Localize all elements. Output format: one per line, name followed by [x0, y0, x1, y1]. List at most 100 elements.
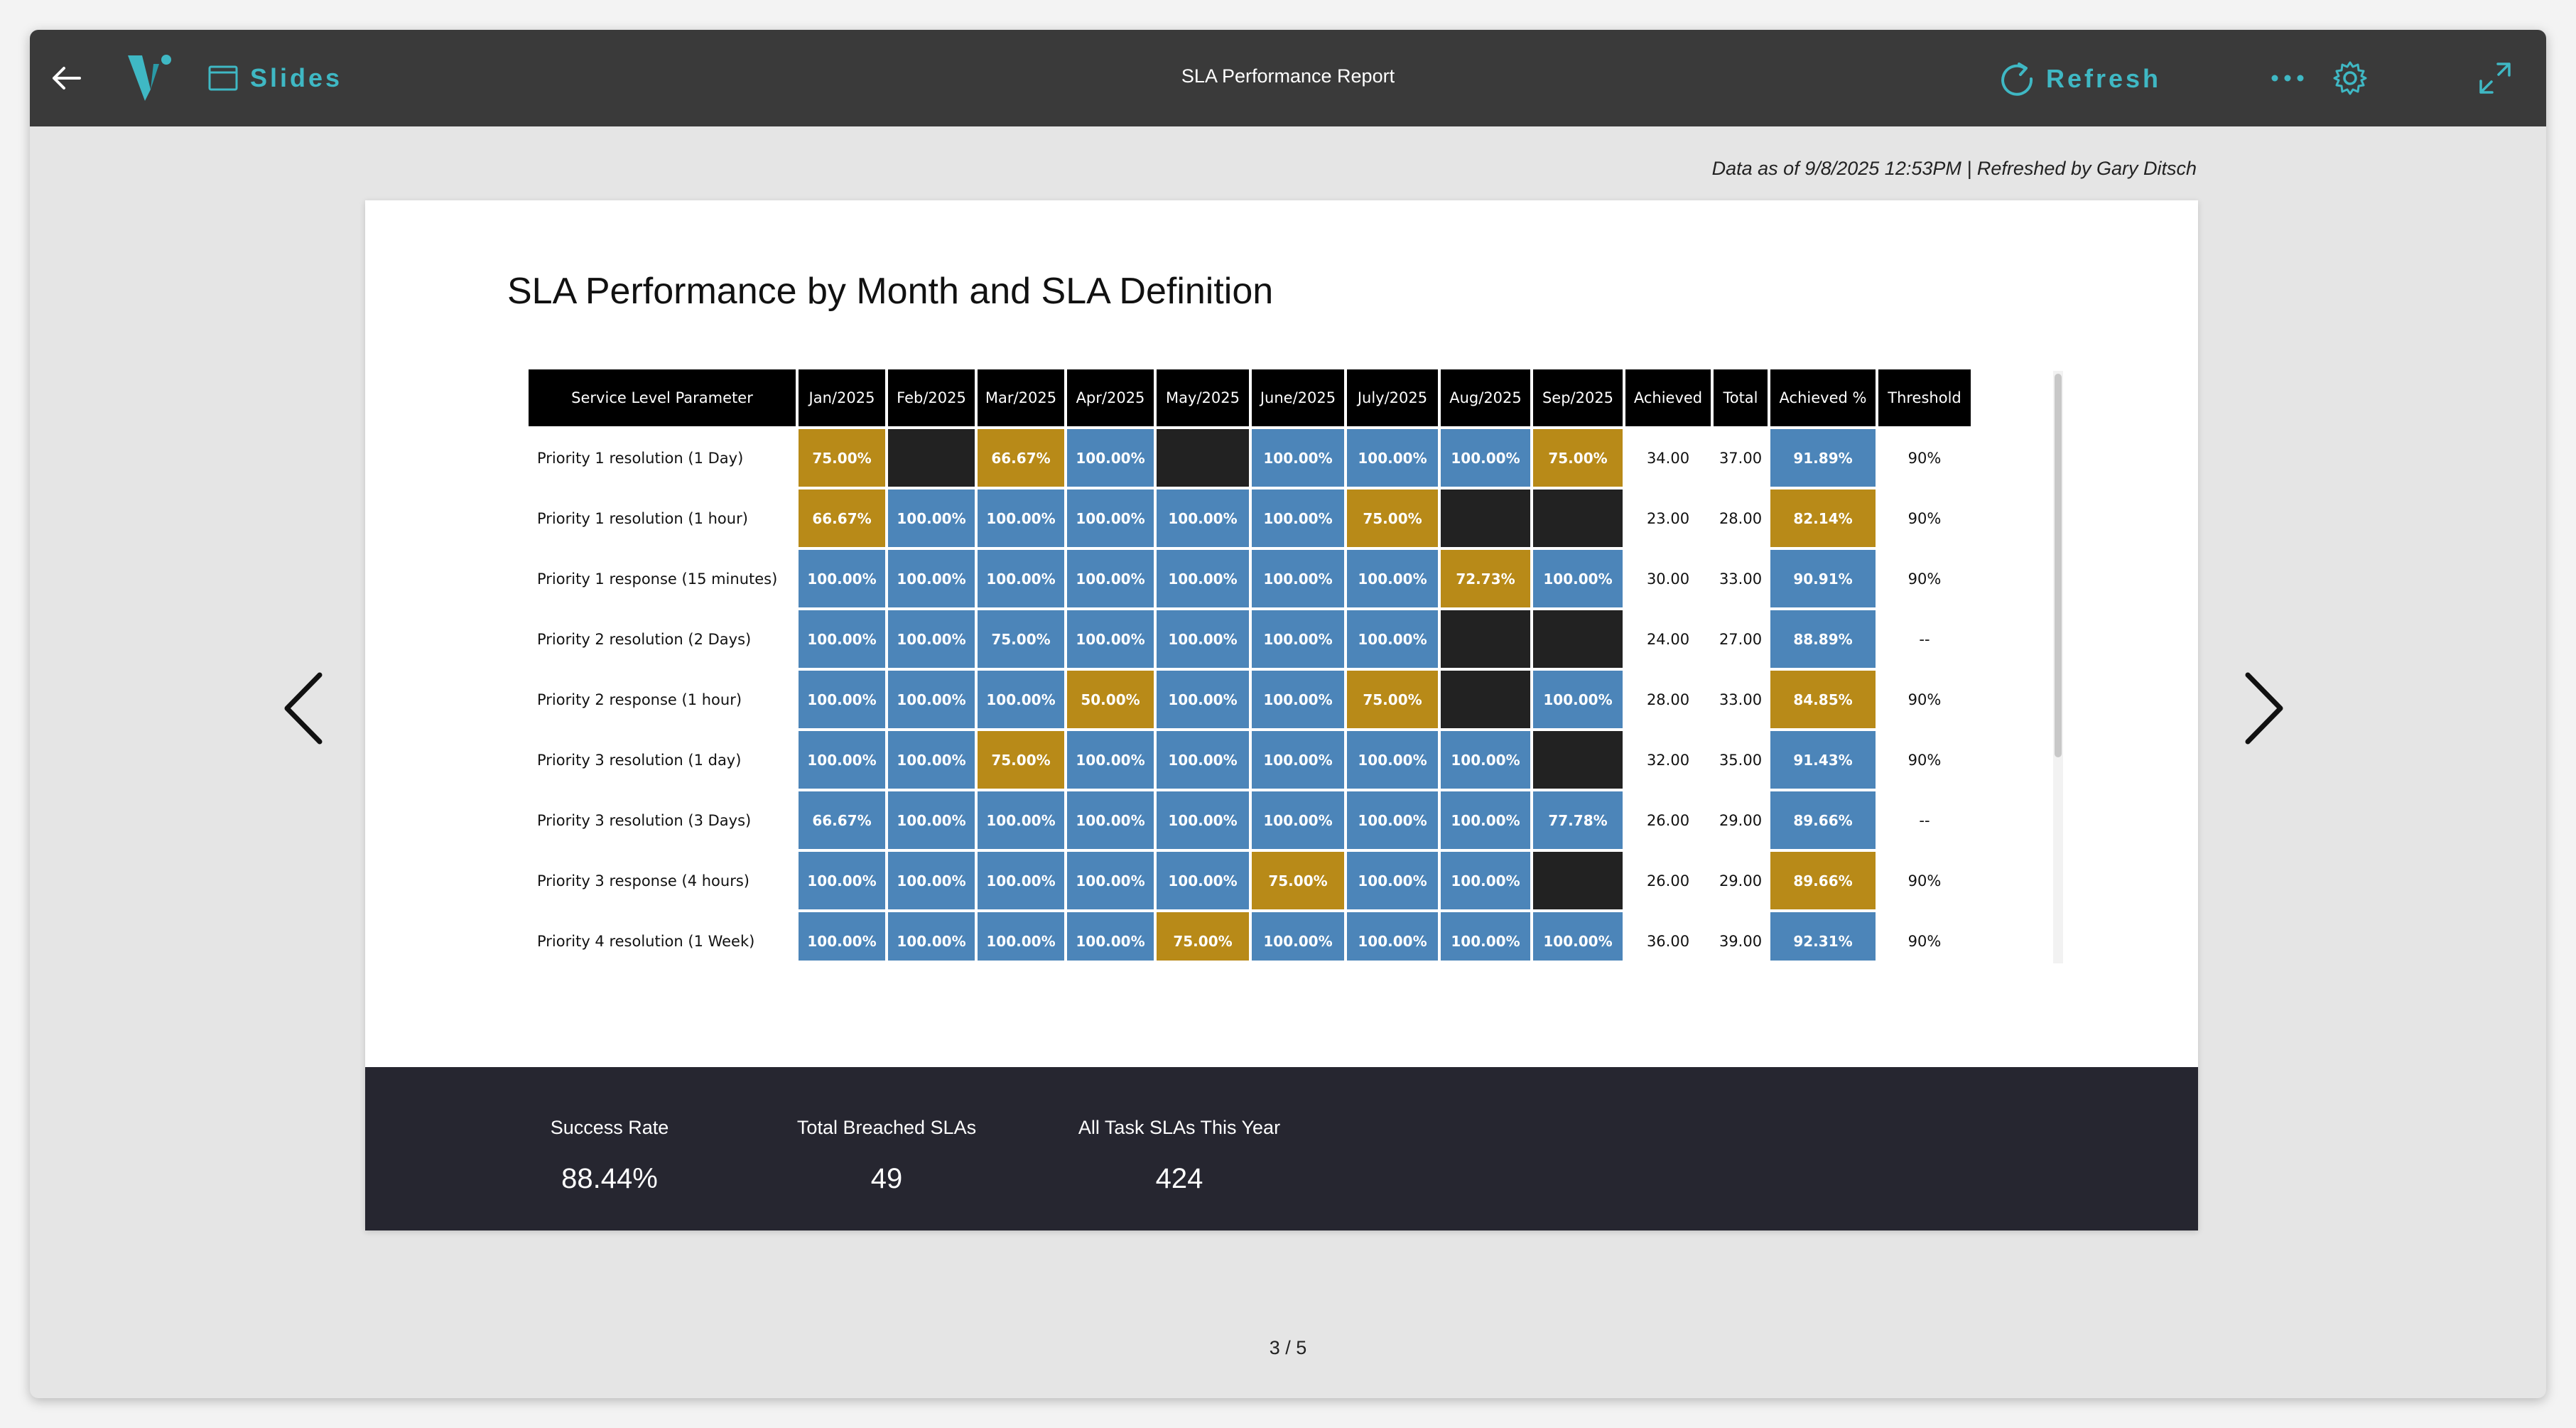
month-cell[interactable]: 100.00% — [1533, 912, 1623, 961]
column-header[interactable]: June/2025 — [1252, 369, 1344, 426]
month-cell[interactable]: 100.00% — [1533, 671, 1623, 728]
month-cell[interactable]: 100.00% — [1252, 489, 1344, 547]
month-cell[interactable]: 100.00% — [888, 852, 975, 909]
month-cell[interactable]: 100.00% — [1067, 852, 1154, 909]
month-cell[interactable] — [1533, 489, 1623, 547]
month-cell[interactable]: 100.00% — [1441, 791, 1530, 849]
achieved-pct-cell[interactable]: 89.66% — [1770, 852, 1876, 909]
month-cell[interactable]: 72.73% — [1441, 550, 1530, 607]
month-cell[interactable]: 100.00% — [1067, 550, 1154, 607]
achieved-pct-cell[interactable]: 89.66% — [1770, 791, 1876, 849]
month-cell[interactable]: 100.00% — [799, 852, 885, 909]
month-cell[interactable]: 75.00% — [1533, 429, 1623, 487]
month-cell[interactable]: 100.00% — [888, 610, 975, 668]
chevron-left-icon[interactable] — [278, 669, 328, 747]
month-cell[interactable]: 100.00% — [1347, 912, 1438, 961]
month-cell[interactable]: 100.00% — [1157, 671, 1249, 728]
month-cell[interactable]: 100.00% — [1252, 550, 1344, 607]
month-cell[interactable]: 77.78% — [1533, 791, 1623, 849]
month-cell[interactable] — [1441, 671, 1530, 728]
month-cell[interactable]: 50.00% — [1067, 671, 1154, 728]
chevron-right-icon[interactable] — [2239, 669, 2289, 747]
column-header[interactable]: May/2025 — [1157, 369, 1249, 426]
month-cell[interactable]: 100.00% — [799, 731, 885, 789]
back-arrow-icon[interactable] — [45, 57, 88, 99]
month-cell[interactable]: 100.00% — [1067, 731, 1154, 789]
month-cell[interactable]: 100.00% — [978, 550, 1064, 607]
month-cell[interactable]: 75.00% — [1252, 852, 1344, 909]
month-cell[interactable]: 100.00% — [1252, 731, 1344, 789]
month-cell[interactable]: 100.00% — [1157, 610, 1249, 668]
refresh-button[interactable]: Refresh — [1998, 57, 2161, 101]
month-cell[interactable]: 75.00% — [1347, 489, 1438, 547]
column-header[interactable]: Total — [1714, 369, 1768, 426]
month-cell[interactable]: 100.00% — [1252, 671, 1344, 728]
column-header[interactable]: Sep/2025 — [1533, 369, 1623, 426]
column-header[interactable]: Apr/2025 — [1067, 369, 1154, 426]
month-cell[interactable]: 100.00% — [1533, 550, 1623, 607]
achieved-pct-cell[interactable]: 92.31% — [1770, 912, 1876, 961]
month-cell[interactable]: 100.00% — [799, 610, 885, 668]
month-cell[interactable]: 100.00% — [1157, 791, 1249, 849]
more-icon[interactable] — [2268, 64, 2307, 92]
month-cell[interactable]: 100.00% — [1157, 852, 1249, 909]
column-header[interactable]: Mar/2025 — [978, 369, 1064, 426]
month-cell[interactable]: 66.67% — [799, 791, 885, 849]
month-cell[interactable]: 100.00% — [1157, 550, 1249, 607]
month-cell[interactable]: 75.00% — [1157, 912, 1249, 961]
month-cell[interactable]: 75.00% — [1347, 671, 1438, 728]
column-header[interactable]: Achieved — [1625, 369, 1711, 426]
month-cell[interactable] — [888, 429, 975, 487]
month-cell[interactable]: 100.00% — [1067, 489, 1154, 547]
slides-button[interactable]: Slides — [207, 57, 342, 99]
achieved-pct-cell[interactable]: 91.89% — [1770, 429, 1876, 487]
month-cell[interactable]: 100.00% — [888, 791, 975, 849]
achieved-pct-cell[interactable]: 91.43% — [1770, 731, 1876, 789]
month-cell[interactable]: 100.00% — [1441, 912, 1530, 961]
achieved-pct-cell[interactable]: 82.14% — [1770, 489, 1876, 547]
column-header[interactable]: Threshold — [1878, 369, 1971, 426]
month-cell[interactable] — [1441, 610, 1530, 668]
month-cell[interactable]: 100.00% — [799, 671, 885, 728]
month-cell[interactable]: 100.00% — [1067, 429, 1154, 487]
month-cell[interactable] — [1533, 852, 1623, 909]
month-cell[interactable]: 100.00% — [1252, 429, 1344, 487]
month-cell[interactable]: 100.00% — [978, 489, 1064, 547]
month-cell[interactable]: 100.00% — [1347, 852, 1438, 909]
column-header[interactable]: Jan/2025 — [799, 369, 885, 426]
month-cell[interactable]: 100.00% — [978, 912, 1064, 961]
month-cell[interactable]: 66.67% — [799, 489, 885, 547]
month-cell[interactable]: 100.00% — [1252, 610, 1344, 668]
column-header[interactable]: Feb/2025 — [888, 369, 975, 426]
month-cell[interactable]: 100.00% — [1252, 791, 1344, 849]
achieved-pct-cell[interactable]: 84.85% — [1770, 671, 1876, 728]
month-cell[interactable]: 75.00% — [978, 610, 1064, 668]
month-cell[interactable]: 100.00% — [888, 912, 975, 961]
month-cell[interactable]: 100.00% — [978, 671, 1064, 728]
month-cell[interactable]: 100.00% — [1347, 791, 1438, 849]
month-cell[interactable]: 75.00% — [978, 731, 1064, 789]
month-cell[interactable] — [1533, 731, 1623, 789]
column-header[interactable]: Aug/2025 — [1441, 369, 1530, 426]
month-cell[interactable]: 100.00% — [1157, 489, 1249, 547]
gear-icon[interactable] — [2330, 58, 2370, 98]
column-header[interactable]: July/2025 — [1347, 369, 1438, 426]
month-cell[interactable]: 100.00% — [1067, 610, 1154, 668]
month-cell[interactable]: 100.00% — [1441, 731, 1530, 789]
table-scrollbar[interactable] — [2053, 371, 2063, 963]
month-cell[interactable]: 100.00% — [888, 671, 975, 728]
month-cell[interactable]: 100.00% — [1347, 429, 1438, 487]
achieved-pct-cell[interactable]: 88.89% — [1770, 610, 1876, 668]
month-cell[interactable]: 66.67% — [978, 429, 1064, 487]
month-cell[interactable] — [1533, 610, 1623, 668]
month-cell[interactable]: 100.00% — [799, 912, 885, 961]
expand-icon[interactable] — [2475, 58, 2515, 98]
month-cell[interactable]: 100.00% — [978, 852, 1064, 909]
month-cell[interactable]: 100.00% — [1347, 610, 1438, 668]
month-cell[interactable]: 100.00% — [888, 731, 975, 789]
column-header[interactable]: Achieved % — [1770, 369, 1876, 426]
month-cell[interactable]: 100.00% — [1441, 429, 1530, 487]
month-cell[interactable] — [1157, 429, 1249, 487]
month-cell[interactable]: 100.00% — [1067, 791, 1154, 849]
achieved-pct-cell[interactable]: 90.91% — [1770, 550, 1876, 607]
